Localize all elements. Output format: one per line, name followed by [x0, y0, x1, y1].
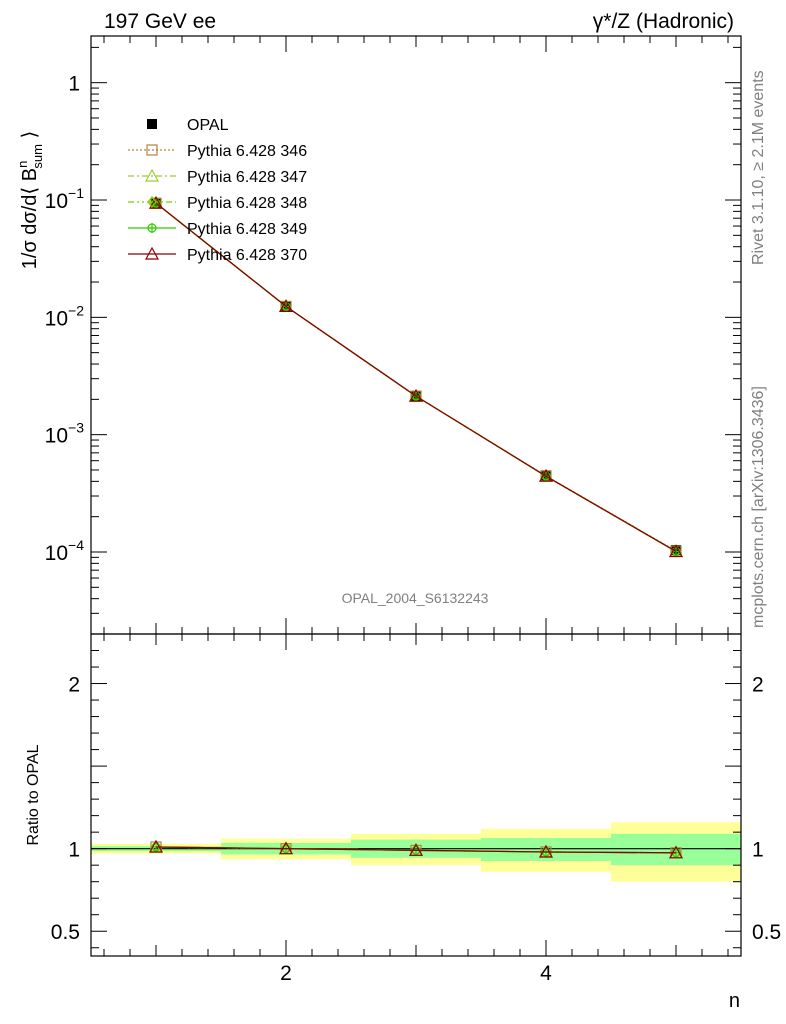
series-point-4 — [408, 388, 424, 402]
y-tick-label-exp: −4 — [68, 537, 84, 553]
y-label-sup: n — [15, 161, 30, 168]
legend-marker-2 — [147, 196, 157, 208]
y-tick-label: 10−1 — [45, 185, 85, 213]
legend: OPAL Pythia 6.428 346 Pythia 6.428 347 Pyth… — [128, 117, 307, 264]
ratio-y-label: Ratio to OPAL — [25, 744, 42, 845]
y-label-end: ⟩ — [19, 131, 41, 144]
ratio-marks — [91, 822, 741, 882]
legend-marker-0 — [146, 144, 158, 156]
series-point-4 — [278, 299, 294, 312]
series-point-4 — [668, 544, 684, 558]
main-axes: 110−110−210−310−4 — [45, 36, 741, 635]
series-line-4 — [155, 202, 677, 553]
y-tick-label-exp: −1 — [68, 185, 84, 201]
main-y-label: 1/σ dσ/d⟨ Bnsum ⟩ — [15, 131, 45, 270]
y-tick-label-exp: −3 — [68, 420, 84, 436]
y-label-sub: sum — [30, 144, 45, 169]
legend-label-3: Pythia 6.428 349 — [187, 221, 307, 238]
ratio-point-4 — [538, 844, 554, 858]
legend-marker-3 — [147, 223, 157, 233]
y-tick-label: 10−2 — [45, 302, 85, 330]
legend-label-1: Pythia 6.428 347 — [187, 169, 307, 186]
y-label-main-part: 1/σ dσ/d⟨ B — [19, 168, 41, 269]
x-tick-label: 4 — [540, 962, 552, 985]
ratio-y-tick-label-left: 2 — [68, 674, 80, 697]
ratio-panel: 0.5 0.5 1 1 2 2 2 4 Ratio to OPAL n — [25, 633, 781, 1012]
series-point-4 — [148, 195, 164, 209]
mcplots-label: mcplots.cern.ch [arXiv:1306.3436] — [750, 386, 767, 628]
ratio-axes: 0.5 0.5 1 1 2 2 2 4 — [51, 634, 781, 985]
legend-label-opal: OPAL — [187, 117, 229, 134]
watermark: OPAL_2004_S6132243 — [342, 590, 489, 606]
right-title: γ*/Z (Hadronic) — [593, 10, 734, 33]
ratio-y-tick-label-right: 2 — [752, 674, 764, 697]
y-tick-label-base: 10 — [45, 307, 68, 330]
ratio-y-tick-label-left: 1 — [68, 839, 80, 862]
ratio-frame — [90, 633, 742, 957]
ratio-point-4 — [668, 845, 684, 859]
ratio-point-4 — [408, 843, 424, 856]
y-tick-label-exp: −2 — [68, 302, 84, 318]
legend-marker-opal — [147, 119, 157, 129]
y-tick-label-base: 10 — [45, 542, 68, 565]
left-title: 197 GeV ee — [104, 10, 216, 33]
ratio-y-tick-label-left: 0.5 — [51, 921, 80, 944]
y-tick-label: 10−4 — [45, 537, 85, 565]
ratio-y-tick-label-right: 1 — [752, 839, 764, 862]
y-tick-label: 10−3 — [45, 420, 85, 448]
ratio-point-4 — [148, 839, 164, 853]
legend-marker-4 — [144, 246, 160, 260]
legend-label-4: Pythia 6.428 370 — [187, 247, 307, 264]
main-marks — [148, 195, 684, 558]
series-point-4 — [538, 468, 554, 482]
main-panel: 110−110−210−310−4 1/σ dσ/d⟨ Bnsum ⟩ OPAL… — [15, 35, 742, 635]
ratio-point-4 — [278, 841, 294, 855]
y-tick-label: 1 — [68, 73, 80, 96]
x-tick-label: 2 — [280, 962, 292, 985]
y-tick-label-base: 10 — [45, 425, 68, 448]
ratio-y-tick-label-right: 0.5 — [752, 921, 781, 944]
y-tick-label-base: 10 — [45, 190, 68, 213]
legend-label-2: Pythia 6.428 348 — [187, 195, 307, 212]
x-axis-label: n — [729, 990, 740, 1012]
legend-label-0: Pythia 6.428 346 — [187, 143, 307, 160]
rivet-label: Rivet 3.1.10, ≥ 2.1M events — [750, 70, 767, 265]
ratio-line-4 — [155, 846, 677, 854]
legend-marker-1 — [144, 168, 160, 182]
